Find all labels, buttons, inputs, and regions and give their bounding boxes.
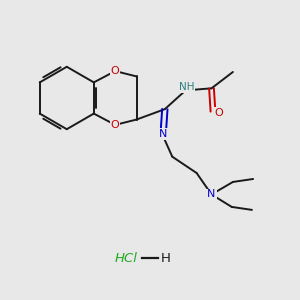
Text: HCl: HCl (115, 252, 138, 265)
Text: NH: NH (179, 82, 195, 92)
Text: O: O (111, 120, 120, 130)
Text: H: H (160, 252, 170, 265)
Text: O: O (111, 66, 120, 76)
Text: O: O (214, 108, 223, 118)
Text: N: N (207, 189, 216, 200)
Text: N: N (159, 129, 167, 139)
